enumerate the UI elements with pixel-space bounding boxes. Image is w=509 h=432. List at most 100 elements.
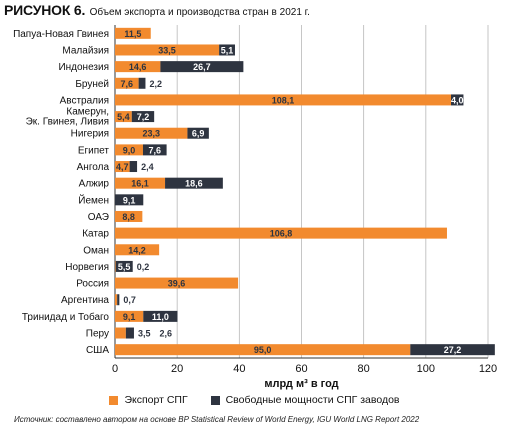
chart-legend: Экспорт СПГ Свободные мощности СПГ завод… <box>0 394 509 408</box>
bar-capacity <box>115 260 133 272</box>
legend-item-export: Экспорт СПГ <box>109 394 188 406</box>
data-label: 7,6 <box>149 145 162 155</box>
bar-export <box>115 227 447 239</box>
data-label: 27,2 <box>444 345 462 355</box>
data-label: 14,6 <box>129 62 147 72</box>
bar-export <box>115 277 239 289</box>
bar-capacity <box>125 327 134 339</box>
data-label: 9,1 <box>123 312 136 322</box>
legend-label-capacity: Свободные мощности СПГ заводов <box>225 394 400 406</box>
data-label: 108,1 <box>272 95 295 105</box>
category-label: Малайзия <box>62 45 109 56</box>
bar-capacity <box>143 310 178 322</box>
data-label: 5,1 <box>221 45 234 55</box>
data-label: 95,0 <box>254 345 272 355</box>
category-label: Индонезия <box>58 62 109 73</box>
data-label: 26,7 <box>193 62 211 72</box>
data-label: 2,6 <box>160 329 173 339</box>
category-label: Папуа-Новая Гвинея <box>13 29 109 40</box>
data-label: 2,4 <box>141 162 154 172</box>
figure-title: РИСУНОК 6. Объем экспорта и производства… <box>4 2 310 20</box>
bar-capacity <box>187 127 209 139</box>
bar-export <box>115 161 130 173</box>
x-tick-label: 40 <box>233 363 245 375</box>
data-label: 5,5 <box>118 262 131 272</box>
category-label: Оман <box>83 245 109 256</box>
category-label: Россия <box>76 279 109 290</box>
data-label: 6,9 <box>192 129 205 139</box>
bar-export <box>115 44 220 56</box>
data-label: 4,7 <box>116 162 129 172</box>
category-label: Перу <box>86 329 109 340</box>
data-label: 0,7 <box>123 295 136 305</box>
category-label: Йемен <box>78 193 109 206</box>
x-tick-label: 80 <box>358 363 370 375</box>
data-label: 33,5 <box>158 45 176 55</box>
data-label: 4,0 <box>451 95 464 105</box>
data-label: 23,3 <box>142 129 160 139</box>
legend-label-export: Экспорт СПГ <box>124 394 188 406</box>
bar-capacity <box>142 144 167 156</box>
source-note: Источник: составлено автором на основе B… <box>14 415 420 424</box>
category-label: Египет <box>78 145 110 156</box>
bar-export <box>115 294 118 306</box>
data-label: 11,5 <box>124 29 141 39</box>
category-label: Камерун, <box>66 107 109 118</box>
data-label: 5,4 <box>117 112 130 122</box>
category-label: ОАЭ <box>88 212 109 223</box>
data-label: 0,2 <box>137 262 150 272</box>
data-label: 9,0 <box>123 145 136 155</box>
data-label: 7,2 <box>137 112 150 122</box>
bar-export <box>115 111 132 123</box>
legend-swatch-capacity <box>210 395 220 405</box>
bar-export <box>115 94 452 106</box>
data-label: 2,2 <box>149 79 162 89</box>
bar-export <box>115 210 143 222</box>
category-label: Норвегия <box>65 262 109 273</box>
category-label: Аргентина <box>61 295 109 306</box>
bar-export <box>115 77 139 89</box>
x-tick-label: 60 <box>295 363 307 375</box>
bar-capacity <box>131 111 155 123</box>
data-label: 16,1 <box>131 179 149 189</box>
bar-capacity <box>129 161 138 173</box>
category-label: Бруней <box>75 79 109 90</box>
data-label: 11,0 <box>152 312 169 322</box>
x-axis-title: млрд м³ в год <box>264 378 338 390</box>
bar-export <box>115 61 161 73</box>
category-label: Алжир <box>79 179 110 190</box>
bar-export <box>115 127 188 139</box>
category-label: Ангола <box>77 162 110 173</box>
data-label: 39,6 <box>168 279 186 289</box>
category-label: Австралия <box>60 95 109 106</box>
category-label: Тринидад и Тобаго <box>22 311 110 323</box>
data-label: 9,1 <box>123 195 136 205</box>
bar-capacity <box>138 77 146 89</box>
figure-label: РИСУНОК 6. <box>4 2 86 18</box>
bar-capacity <box>219 44 235 56</box>
data-label: 3,5 <box>138 329 151 339</box>
category-label: Катар <box>82 229 109 240</box>
figure-title-text: Объем экспорта и производства стран в 20… <box>89 7 310 18</box>
bar-export <box>115 244 160 256</box>
bar-export <box>115 27 151 39</box>
x-tick-label: 100 <box>417 363 435 375</box>
category-label: Эк. Гвинея, Ливия <box>26 117 109 128</box>
bar-capacity <box>117 294 120 306</box>
bar-capacity <box>451 94 464 106</box>
data-label: 7,6 <box>121 79 134 89</box>
x-tick-label: 120 <box>479 363 497 375</box>
legend-item-capacity: Свободные мощности СПГ заводов <box>210 394 400 406</box>
legend-swatch-export <box>109 395 119 405</box>
bar-export <box>115 344 411 356</box>
bar-export <box>115 260 116 272</box>
data-label: 106,8 <box>270 229 293 239</box>
category-label: Нигерия <box>71 129 109 140</box>
x-tick-label: 0 <box>112 363 118 375</box>
bar-capacity <box>160 61 244 73</box>
data-label: 14,2 <box>128 245 146 255</box>
data-label: 8,8 <box>122 212 135 222</box>
x-tick-label: 20 <box>171 363 183 375</box>
bar-export <box>115 177 166 189</box>
